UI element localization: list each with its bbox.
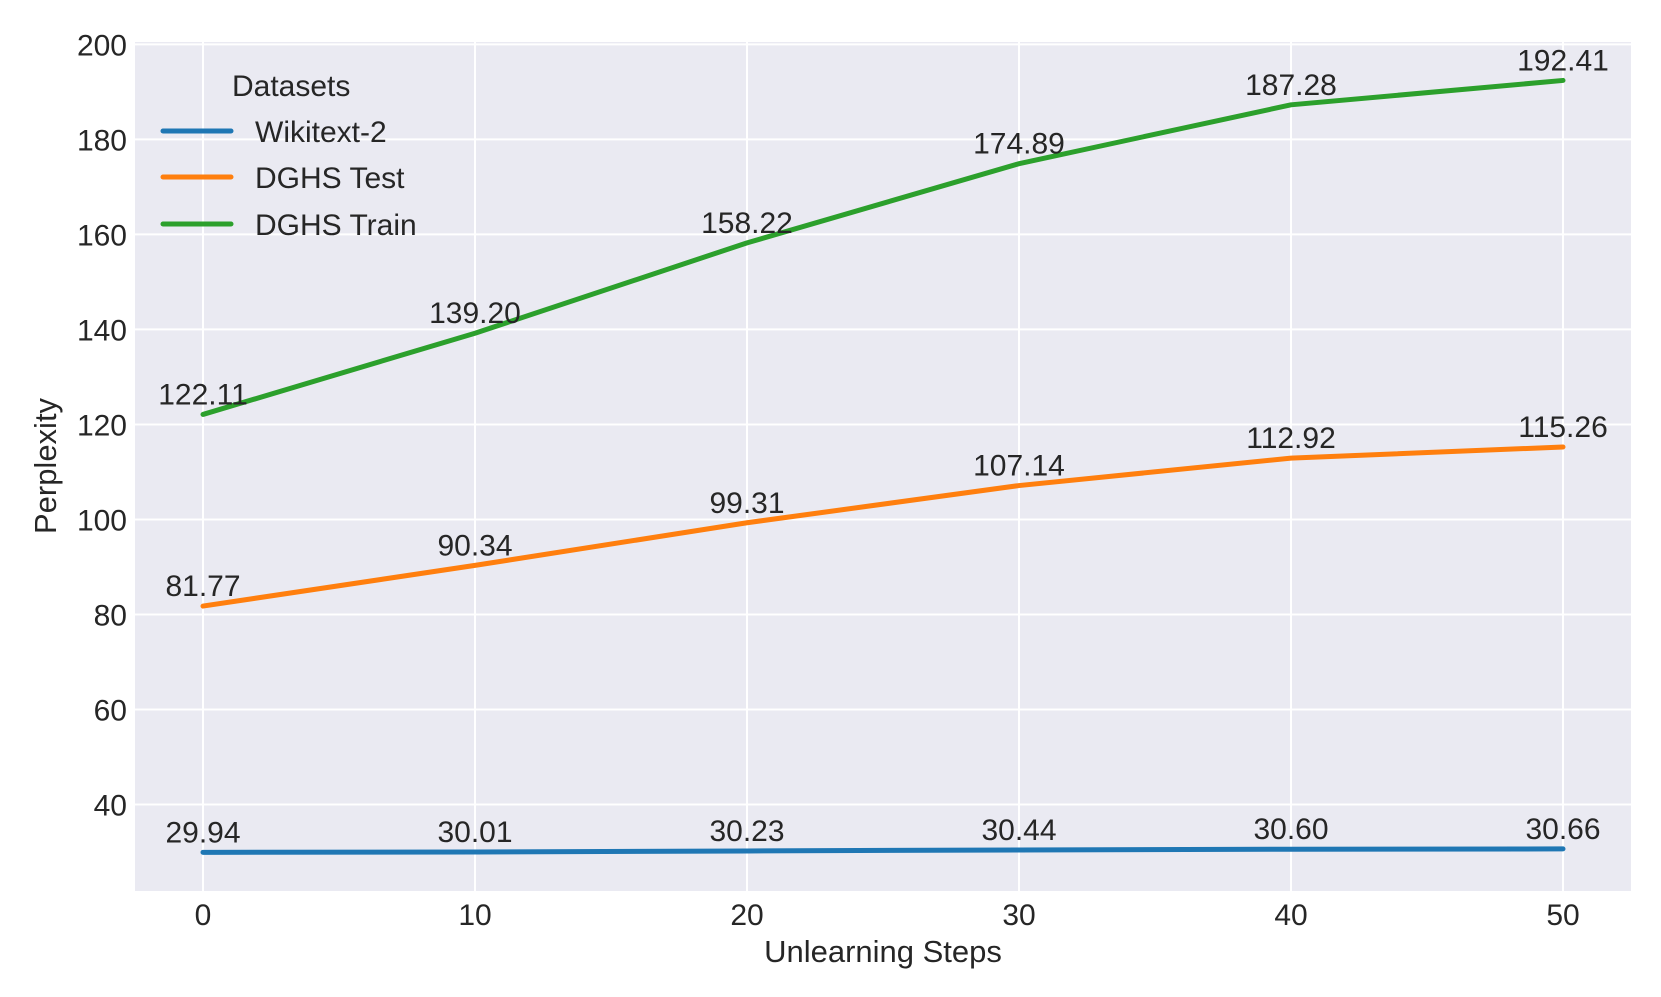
data-label-dghs-train-30: 174.89 (973, 128, 1065, 161)
x-tick-label-10: 10 (458, 899, 491, 932)
data-label-dghs-train-20: 158.22 (701, 207, 793, 240)
data-label-dghs-test-40: 112.92 (1246, 422, 1336, 455)
data-label-dghs-train-50: 192.41 (1517, 44, 1609, 77)
y-tick-label-160: 160 (77, 219, 127, 252)
x-axis-ticks: 0 10 20 30 40 50 (195, 899, 1580, 932)
x-tick-label-50: 50 (1546, 899, 1579, 932)
series-line-dghs-train (200, 77, 1566, 417)
y-tick-label-60: 60 (94, 695, 127, 728)
y-tick-label-140: 140 (77, 314, 127, 347)
data-label-wikitext-2-50: 30.66 (1525, 813, 1600, 846)
legend-label-dghs-test: DGHS Test (255, 162, 405, 195)
legend-label-wikitext-2: Wikitext-2 (255, 116, 387, 149)
data-labels: 29.94 30.01 30.23 30.44 30.60 30.66 81.77 90.34… (158, 44, 1609, 849)
x-tick-label-30: 30 (1002, 899, 1035, 932)
data-label-dghs-test-30: 107.14 (973, 450, 1065, 483)
legend-title: Datasets (232, 70, 350, 103)
data-label-dghs-test-0: 81.77 (165, 570, 240, 603)
data-label-dghs-test-50: 115.26 (1518, 411, 1608, 444)
plot-area (135, 42, 1631, 891)
legend-item-wikitext-2: Wikitext-2 (160, 116, 387, 149)
legend: Datasets Wikitext-2 DGHS Test DGHS Train (160, 70, 417, 242)
y-tick-label-180: 180 (77, 124, 127, 157)
legend-label-dghs-train: DGHS Train (255, 209, 417, 242)
y-tick-label-80: 80 (94, 599, 127, 632)
x-tick-label-20: 20 (730, 899, 763, 932)
legend-item-dghs-test: DGHS Test (160, 162, 405, 195)
y-tick-label-200: 200 (77, 29, 127, 62)
data-label-wikitext-2-30: 30.44 (981, 814, 1056, 847)
data-label-wikitext-2-20: 30.23 (709, 815, 784, 848)
data-label-dghs-train-40: 187.28 (1245, 69, 1337, 102)
data-label-dghs-train-10: 139.20 (429, 297, 521, 330)
y-tick-label-100: 100 (77, 504, 127, 537)
series-line-wikitext-2 (200, 846, 1566, 855)
data-label-dghs-test-20: 99.31 (709, 487, 784, 520)
data-label-wikitext-2-10: 30.01 (437, 816, 512, 849)
x-axis-title: Unlearning Steps (764, 934, 1002, 969)
series-line-dghs-test (200, 444, 1566, 609)
data-label-dghs-train-0: 122.11 (158, 378, 248, 411)
grid-lines (135, 42, 1631, 891)
series-layer (200, 77, 1566, 855)
y-tick-label-120: 120 (77, 409, 127, 442)
y-axis-title: Perplexity (28, 397, 63, 534)
legend-item-dghs-train: DGHS Train (160, 209, 417, 242)
data-label-wikitext-2-40: 30.60 (1253, 813, 1328, 846)
y-tick-label-40: 40 (94, 790, 127, 823)
x-tick-label-0: 0 (195, 899, 212, 932)
data-label-wikitext-2-0: 29.94 (165, 816, 240, 849)
y-axis-ticks: 40 60 80 100 120 140 160 180 200 (77, 29, 127, 822)
data-label-dghs-test-10: 90.34 (437, 529, 512, 562)
x-tick-label-40: 40 (1274, 899, 1307, 932)
